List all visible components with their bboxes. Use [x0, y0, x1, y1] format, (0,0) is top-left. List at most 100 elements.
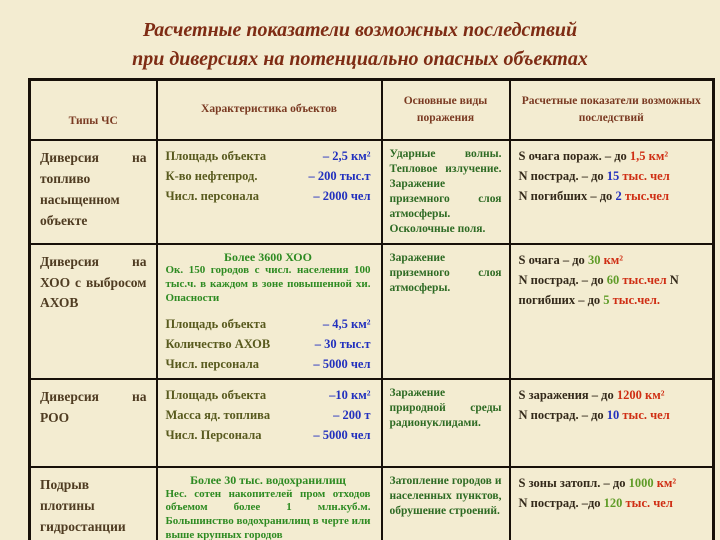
characteristic-value: – 5000 чел — [313, 357, 371, 372]
characteristic-pair: Числ. Персонала – 5000 чел — [166, 425, 371, 445]
characteristic-pair: Числ. персонала – 2000 чел — [166, 186, 371, 206]
cell-consequence-indicators: S заражения – до 1200 км² N пострад. – до… — [508, 378, 715, 469]
indicator-segment: 1200 км² — [616, 388, 665, 403]
characteristic-label: Площадь объекта — [165, 388, 267, 403]
characteristic-pair: Количество АХОВ – 30 тыс.т — [166, 334, 371, 354]
cell-consequence-indicators: S очага пораж. – до 1,5 км² N пострад. – … — [508, 139, 715, 245]
indicator-segment: км² — [653, 476, 677, 491]
indicator-line: N пострад. – до 60 тыс.чел N погибших – … — [519, 270, 707, 310]
header-damage-types: Основные виды поражения — [380, 78, 511, 141]
indicator-segment: тыс. чел — [622, 496, 673, 511]
indicator-segment: S очага – до — [518, 252, 588, 267]
indicator-line: N пострад. –до 120 тыс. чел — [519, 493, 707, 513]
indicator-segment: 5 — [603, 292, 610, 307]
indicator-segment: S заражения – до — [518, 388, 617, 403]
characteristic-pair: Площадь объекта –10 км² — [166, 385, 371, 405]
characteristic-pair: К-во нефтепрод. – 200 тыс.т — [166, 166, 371, 186]
indicator-segment: 10 — [606, 408, 620, 423]
characteristic-pair: Масса яд. топлива – 200 т — [166, 405, 371, 425]
indicator-segment: 15 — [606, 169, 620, 183]
characteristic-label: Числ. Персонала — [165, 428, 262, 443]
characteristic-value: – 5000 чел — [313, 428, 371, 443]
indicator-line: S зоны затопл. – до 1000 км² — [519, 473, 707, 493]
cell-consequence-indicators: S очага – до 30 км² N пострад. – до 60 ты… — [508, 242, 715, 381]
indicator-segment: N пострад. – до — [518, 408, 607, 423]
table-header: Типы ЧС Характеристика объектов Основные… — [28, 78, 715, 141]
indicator-line: S очага – до 30 км² — [519, 250, 707, 270]
cell-damage-types: Заражение приземного слоя атмосферы. — [380, 242, 511, 381]
indicator-segment: 1,5 км² — [629, 149, 669, 163]
indicator-segment: N погибших – до — [518, 272, 679, 307]
characteristics-note-body: Ок. 150 городов с числ. населения 100 ты… — [165, 264, 371, 304]
indicator-segment: S очага пораж. – до — [518, 149, 630, 163]
indicator-segment: N пострад. –до — [518, 496, 604, 511]
page-title-line2: при диверсиях на потенциально опасных об… — [132, 48, 588, 70]
indicator-line: N пострад. – до 10 тыс. чел — [519, 405, 707, 425]
indicator-segment: тыс. чел — [619, 408, 670, 423]
characteristics-note-body: Нес. сотен накопителей пром отходов объе… — [165, 487, 371, 540]
header-types: Типы ЧС — [28, 78, 158, 141]
indicator-line: S очага пораж. – до 1,5 км² — [519, 146, 707, 166]
indicator-line: N погибших – до 2 тыс.чел — [519, 186, 707, 206]
cell-damage-types: Затопление городов и населенных пунктов,… — [380, 466, 511, 540]
characteristic-label: Числ. персонала — [165, 357, 260, 372]
header-characteristics: Характеристика объектов — [155, 78, 383, 141]
indicator-segment: 30 — [587, 252, 601, 267]
characteristic-pair: Числ. персонала – 5000 чел — [166, 354, 371, 374]
characteristic-value: –10 км² — [329, 388, 371, 403]
indicator-segment: 60 — [606, 272, 620, 287]
indicator-segment: тыс.чел — [619, 272, 667, 287]
indicator-segment: км² — [600, 252, 624, 267]
cell-damage-types: Заражение природной среды радионуклидами… — [380, 378, 511, 469]
header-row: Типы ЧС Характеристика объектов Основные… — [28, 78, 715, 141]
characteristic-value: – 30 тыс.т — [314, 337, 371, 352]
indicator-segment: 120 — [603, 496, 623, 511]
cell-object-characteristics: Площадь объекта –10 км² Масса яд. топлива –… — [155, 378, 383, 469]
indicator-segment: S зоны затопл. – до — [518, 476, 629, 491]
table-row: Подрыв плотины гидростанции Более 30 тыс.… — [28, 466, 715, 540]
table-row: Диверсия на топливо насыщенном объекте Пл… — [28, 139, 715, 245]
characteristic-label: Числ. персонала — [165, 189, 260, 203]
characteristic-value: – 4,5 км² — [322, 317, 371, 332]
page-title: Расчетные показатели возможных последств… — [0, 16, 720, 74]
cell-object-characteristics: Более 30 тыс. водохранилищ Нес. сотен нак… — [155, 466, 383, 540]
indicator-line: N пострад. – до 15 тыс. чел — [519, 166, 707, 186]
cell-emergency-type: Диверсия на топливо насыщенном объекте — [28, 139, 158, 245]
characteristic-label: Количество АХОВ — [165, 337, 271, 352]
table-row: Диверсия на РОО Площадь объекта –10 км² Мас… — [28, 378, 715, 469]
page-title-line1: Расчетные показатели возможных последств… — [142, 19, 578, 41]
cell-object-characteristics: Более 3600 ХОО Ок. 150 городов с числ. на… — [155, 242, 383, 381]
characteristic-label: Площадь объекта — [165, 317, 267, 332]
table-body: Диверсия на топливо насыщенном объекте Пл… — [28, 139, 715, 540]
indicator-segment: N пострад. – до — [518, 169, 607, 183]
consequences-table: Типы ЧС Характеристика объектов Основные… — [28, 78, 715, 540]
characteristic-label: К-во нефтепрод. — [165, 169, 258, 183]
indicator-segment: N погибших – до — [518, 189, 616, 203]
cell-object-characteristics: Площадь объекта – 2,5 км² К-во нефтепрод. –… — [155, 139, 383, 245]
characteristic-value: – 200 тыс.т — [308, 169, 371, 183]
characteristic-label: Площадь объекта — [165, 149, 267, 163]
indicator-line: S заражения – до 1200 км² — [519, 385, 707, 405]
table-row: Диверсия на ХОО с выбросом АХОВ Более 360… — [28, 242, 715, 381]
characteristic-pair: Площадь объекта – 2,5 км² — [166, 146, 371, 166]
indicator-segment: тыс.чел. — [609, 292, 660, 307]
characteristic-label: Масса яд. топлива — [165, 408, 271, 423]
characteristic-value: – 200 т — [333, 408, 371, 423]
cell-emergency-type: Диверсия на ХОО с выбросом АХОВ — [28, 242, 158, 381]
cell-damage-types: Ударные волны. Тепловое излучение. Зараж… — [380, 139, 511, 245]
indicator-segment: тыс.чел — [621, 189, 669, 203]
cell-emergency-type: Подрыв плотины гидростанции — [28, 466, 158, 540]
indicator-segment: N пострад. – до — [518, 272, 607, 287]
indicator-segment: 2 — [615, 189, 622, 203]
indicator-segment: тыс. чел — [619, 169, 670, 183]
cell-consequence-indicators: S зоны затопл. – до 1000 км² N пострад. –… — [508, 466, 715, 540]
characteristic-value: – 2,5 км² — [322, 149, 371, 163]
indicator-segment: 1000 — [628, 476, 654, 491]
characteristics-note-heading: Более 30 тыс. водохранилищ — [190, 473, 346, 488]
characteristics-note-heading: Более 3600 ХОО — [224, 249, 312, 264]
cell-emergency-type: Диверсия на РОО — [28, 378, 158, 469]
header-indicators: Расчетные показатели возможных последств… — [508, 78, 715, 141]
characteristic-value: – 2000 чел — [313, 189, 371, 203]
characteristic-pair: Площадь объекта – 4,5 км² — [166, 314, 371, 334]
